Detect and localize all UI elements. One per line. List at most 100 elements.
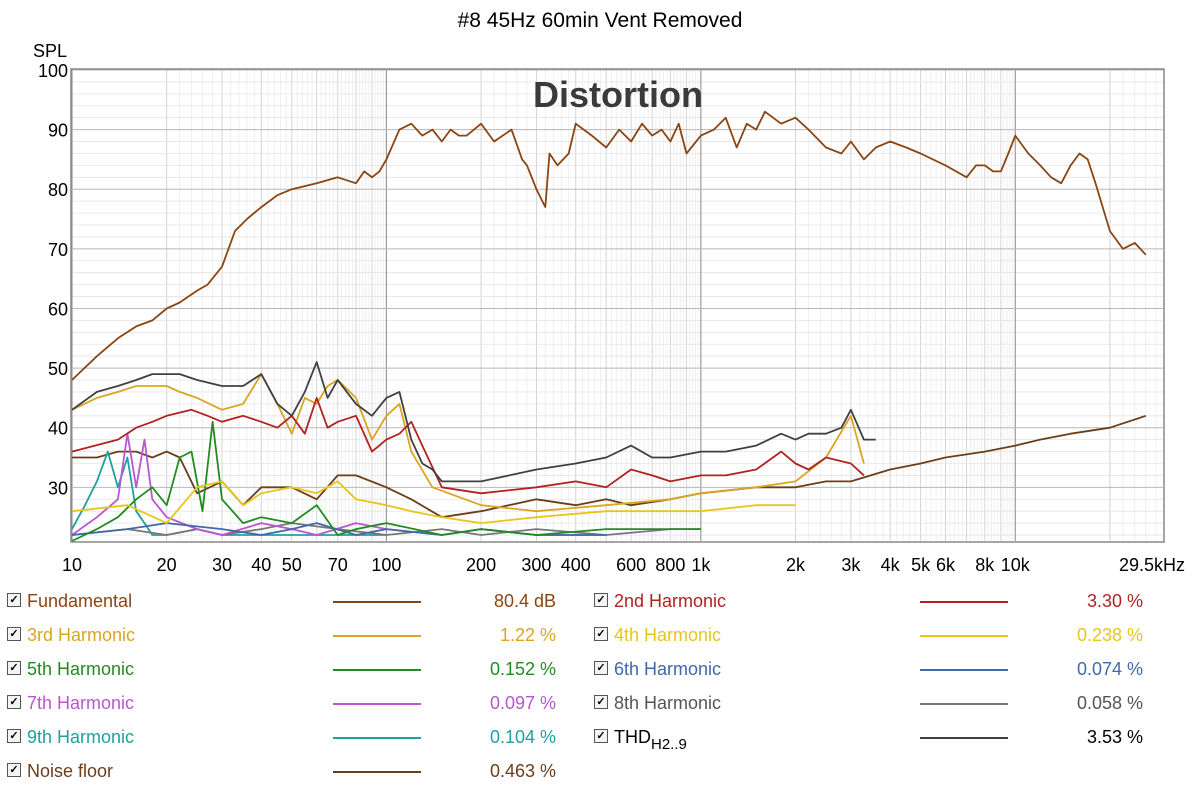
series-line-2nd-harmonic: [71, 396, 865, 495]
x-tick-label: 4k: [881, 555, 901, 575]
legend-value: 3.53 %: [1086, 727, 1143, 747]
legend-checkbox[interactable]: ✓: [7, 729, 21, 743]
legend-item-thd[interactable]: ✓ THDH2..9 3.53 %: [594, 724, 1154, 753]
x-tick-label: 20: [157, 555, 177, 575]
legend-swatch-line: [333, 771, 421, 773]
legend-checkbox[interactable]: ✓: [7, 661, 21, 675]
legend-checkbox[interactable]: ✓: [594, 661, 608, 675]
x-tick-label: 10: [62, 555, 82, 575]
legend-item-9th-harmonic[interactable]: ✓ 9th Harmonic 0.104 %: [7, 724, 567, 752]
legend-checkbox[interactable]: ✓: [594, 593, 608, 607]
legend-swatch-line: [333, 601, 421, 603]
legend-swatch-line: [920, 635, 1008, 637]
y-tick-label: 70: [48, 240, 68, 260]
x-tick-label: 8k: [975, 555, 995, 575]
legend-label: Fundamental: [27, 591, 133, 611]
legend-label: THDH2..9: [614, 727, 687, 753]
legend-label: 9th Harmonic: [27, 727, 135, 747]
legend-label: 7th Harmonic: [27, 693, 135, 713]
legend-swatch-line: [920, 601, 1008, 603]
x-tick-label: 30: [212, 555, 232, 575]
x-tick-label: 5k: [911, 555, 931, 575]
legend-item-4th-harmonic[interactable]: ✓ 4th Harmonic 0.238 %: [594, 622, 1154, 650]
legend-checkbox[interactable]: ✓: [594, 627, 608, 641]
legend-value: 3.30 %: [1086, 591, 1143, 611]
legend-item-5th-harmonic[interactable]: ✓ 5th Harmonic 0.152 %: [7, 656, 567, 684]
x-tick-label: 10k: [1001, 555, 1031, 575]
legend-label: 5th Harmonic: [27, 659, 135, 679]
legend-item-3rd-harmonic[interactable]: ✓ 3rd Harmonic 1.22 %: [7, 622, 567, 650]
x-tick-label: 29.5kHz: [1119, 555, 1185, 575]
x-tick-label: 1k: [691, 555, 711, 575]
y-ticks: 100 90 80 70 60 50 40 30: [38, 61, 68, 498]
legend-label: 2nd Harmonic: [614, 591, 727, 611]
x-tick-label: 300: [521, 555, 551, 575]
legend-item-2nd-harmonic[interactable]: ✓ 2nd Harmonic 3.30 %: [594, 588, 1154, 616]
legend-value: 0.104 %: [489, 727, 556, 747]
legend: ✓ Fundamental 80.4 dB ✓ 2nd Harmonic 3.30 % ✓ 3…: [0, 584, 1200, 792]
legend-swatch-line: [333, 737, 421, 739]
plot-area: [72, 70, 1163, 541]
y-tick-label: 90: [48, 121, 68, 141]
x-ticks: 10 20 30 40 50 70 100 200 300 400 600 800 1k 2k 3k 4k 5k…: [62, 555, 1185, 575]
x-tick-label: 400: [561, 555, 591, 575]
chart-watermark: Distortion: [533, 74, 703, 115]
y-tick-label: 80: [48, 180, 68, 200]
legend-value: 0.058 %: [1076, 693, 1143, 713]
chart-title: #8 45Hz 60min Vent Removed: [457, 9, 743, 32]
y-axis-label: SPL: [33, 41, 68, 61]
grid-minor: [72, 70, 1163, 541]
y-tick-label: 30: [48, 478, 68, 498]
distortion-chart: Distortion 100 90 80 70 60 50 40 30 10 20 30 40 50 7…: [38, 61, 1185, 575]
legend-checkbox[interactable]: ✓: [7, 763, 21, 777]
legend-value: 0.463 %: [489, 761, 556, 781]
series-line-fundamental: [71, 110, 1147, 381]
legend-value: 0.074 %: [1076, 659, 1143, 679]
y-tick-label: 100: [38, 61, 68, 81]
legend-label: 4th Harmonic: [614, 625, 722, 645]
x-tick-label: 50: [282, 555, 302, 575]
x-tick-label: 70: [328, 555, 348, 575]
legend-item-7th-harmonic[interactable]: ✓ 7th Harmonic 0.097 %: [7, 690, 567, 718]
legend-checkbox[interactable]: ✓: [594, 695, 608, 709]
legend-item-6th-harmonic[interactable]: ✓ 6th Harmonic 0.074 %: [594, 656, 1154, 684]
legend-swatch-line: [333, 703, 421, 705]
legend-label: Noise floor: [27, 761, 114, 781]
legend-label: 6th Harmonic: [614, 659, 722, 679]
legend-value: 80.4 dB: [493, 591, 556, 611]
series-line-5th-harmonic: [71, 420, 701, 542]
legend-swatch-line: [333, 669, 421, 671]
legend-item-8th-harmonic[interactable]: ✓ 8th Harmonic 0.058 %: [594, 690, 1154, 718]
legend-swatch-line: [333, 635, 421, 637]
x-tick-label: 6k: [936, 555, 956, 575]
legend-item-noise-floor[interactable]: ✓ Noise floor 0.463 %: [7, 758, 567, 786]
legend-value: 1.22 %: [499, 625, 556, 645]
y-tick-label: 50: [48, 359, 68, 379]
legend-item-fundamental[interactable]: ✓ Fundamental 80.4 dB: [7, 588, 567, 616]
y-tick-label: 60: [48, 299, 68, 319]
legend-label: 8th Harmonic: [614, 693, 722, 713]
x-tick-label: 200: [466, 555, 496, 575]
series-line-noise-floor: [72, 414, 1147, 519]
series-line-thd: [71, 361, 876, 483]
legend-checkbox[interactable]: ✓: [7, 593, 21, 607]
legend-checkbox[interactable]: ✓: [594, 729, 608, 743]
x-tick-label: 40: [251, 555, 271, 575]
series-group: [71, 110, 1147, 542]
y-tick-label: 40: [48, 419, 68, 439]
legend-checkbox[interactable]: ✓: [7, 695, 21, 709]
legend-swatch-line: [920, 737, 1008, 739]
legend-swatch-line: [920, 703, 1008, 705]
legend-label: 3rd Harmonic: [27, 625, 136, 645]
series-line-4th-harmonic: [71, 480, 796, 524]
legend-checkbox[interactable]: ✓: [7, 627, 21, 641]
x-tick-label: 2k: [786, 555, 806, 575]
grid-major: [71, 69, 1163, 541]
plot-frame: [70, 68, 1165, 543]
x-tick-label: 800: [655, 555, 685, 575]
legend-value: 0.152 %: [489, 659, 556, 679]
x-tick-label: 100: [371, 555, 401, 575]
legend-value: 0.238 %: [1076, 625, 1143, 645]
legend-value: 0.097 %: [489, 693, 556, 713]
x-tick-label: 3k: [841, 555, 861, 575]
